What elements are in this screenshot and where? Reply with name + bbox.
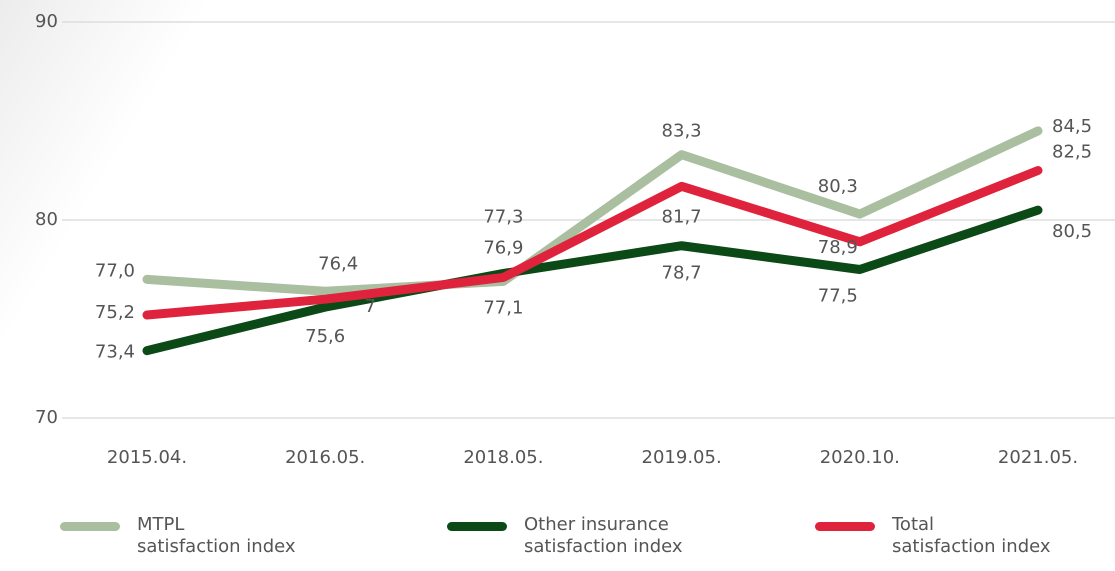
series-line (142, 126, 1043, 296)
data-label: 83,3 (662, 121, 702, 142)
legend-swatch (447, 522, 507, 531)
legend-item: Other insurance satisfaction index (447, 514, 683, 558)
x-tick-label: 2015.04. (107, 447, 187, 468)
x-tick-label: 2019.05. (642, 447, 722, 468)
data-label: 75,2 (95, 302, 135, 323)
data-label: 78,9 (818, 237, 858, 258)
data-label: 84,5 (1052, 116, 1092, 137)
data-label: 80,5 (1052, 221, 1092, 242)
data-label: 77,3 (483, 206, 523, 227)
data-label: 81,7 (662, 206, 702, 227)
legend-item: MTPL satisfaction index (60, 514, 296, 558)
x-tick-label: 2020.10. (820, 447, 900, 468)
data-label: 77,0 (95, 260, 135, 281)
data-label: 76,4 (318, 253, 358, 274)
x-tick-label: 2018.05. (463, 447, 543, 468)
chart: 70 80 90 2015.04. 2016.05. 2018.05. 2019.05. 20… (0, 0, 1115, 500)
legend-swatch (60, 522, 120, 531)
data-label: 76,9 (483, 237, 523, 258)
data-label: 82,5 (1052, 142, 1092, 163)
y-tick-label: 80 (35, 209, 58, 230)
data-label: 77,5 (818, 286, 858, 307)
legend-label: Other insurance satisfaction index (524, 514, 683, 557)
data-label: 77,1 (483, 297, 523, 318)
y-tick-label: 90 (35, 11, 58, 32)
data-label: 78,7 (662, 263, 702, 284)
data-label: 80,3 (818, 176, 858, 197)
legend-swatch (815, 522, 875, 531)
data-label: 73,4 (95, 342, 135, 363)
legend-item: Total satisfaction index (815, 514, 1051, 558)
x-tick-label: 2016.05. (285, 447, 365, 468)
y-tick-label: 70 (35, 407, 58, 428)
data-label: 7 (364, 296, 375, 317)
legend-label: Total satisfaction index (892, 514, 1051, 557)
series-line (142, 205, 1043, 356)
legend-label: MTPL satisfaction index (137, 514, 296, 557)
data-label: 75,6 (305, 326, 345, 347)
series-line (142, 166, 1043, 320)
background (0, 0, 300, 500)
x-tick-label: 2021.05. (998, 447, 1078, 468)
